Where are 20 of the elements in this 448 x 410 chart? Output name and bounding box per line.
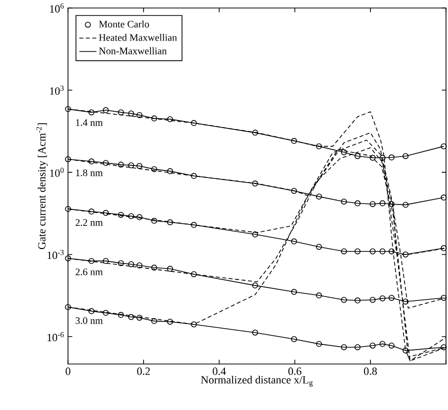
x-tick-label: 0.8 — [364, 368, 377, 375]
y-axis-title: Gate current density [Acm$^{-2}$] — [36, 123, 48, 250]
x-tick-label: 0.6 — [288, 368, 302, 375]
annotation: 1.4 nm — [76, 119, 103, 126]
y-tick-label: 10$^{-6}$ — [48, 332, 64, 342]
x-axis-title: Normalized distance x/L$_{g}$ — [200, 376, 313, 387]
y-tick-label: 10$^{3}$ — [50, 86, 64, 95]
x-tick-label: 0.4 — [212, 368, 226, 375]
annotation: 3.0 nm — [76, 317, 103, 324]
y-tick-label: 10$^{0}$ — [50, 168, 64, 177]
y-tick-label: 10$^{6}$ — [50, 3, 64, 13]
legend-label: Heated Maxwellian — [99, 34, 177, 41]
legend-label: Non-Maxwellian — [99, 47, 167, 54]
legend-label: Monte Carlo — [99, 20, 150, 28]
x-tick-label: 0 — [66, 368, 70, 375]
annotation: 2.2 nm — [76, 219, 103, 226]
y-tick-label: 10$^{-3}$ — [48, 250, 64, 260]
annotation: 2.6 nm — [76, 268, 103, 276]
x-tick-label: 0.2 — [137, 368, 150, 375]
annotation: 1.8 nm — [76, 169, 103, 176]
